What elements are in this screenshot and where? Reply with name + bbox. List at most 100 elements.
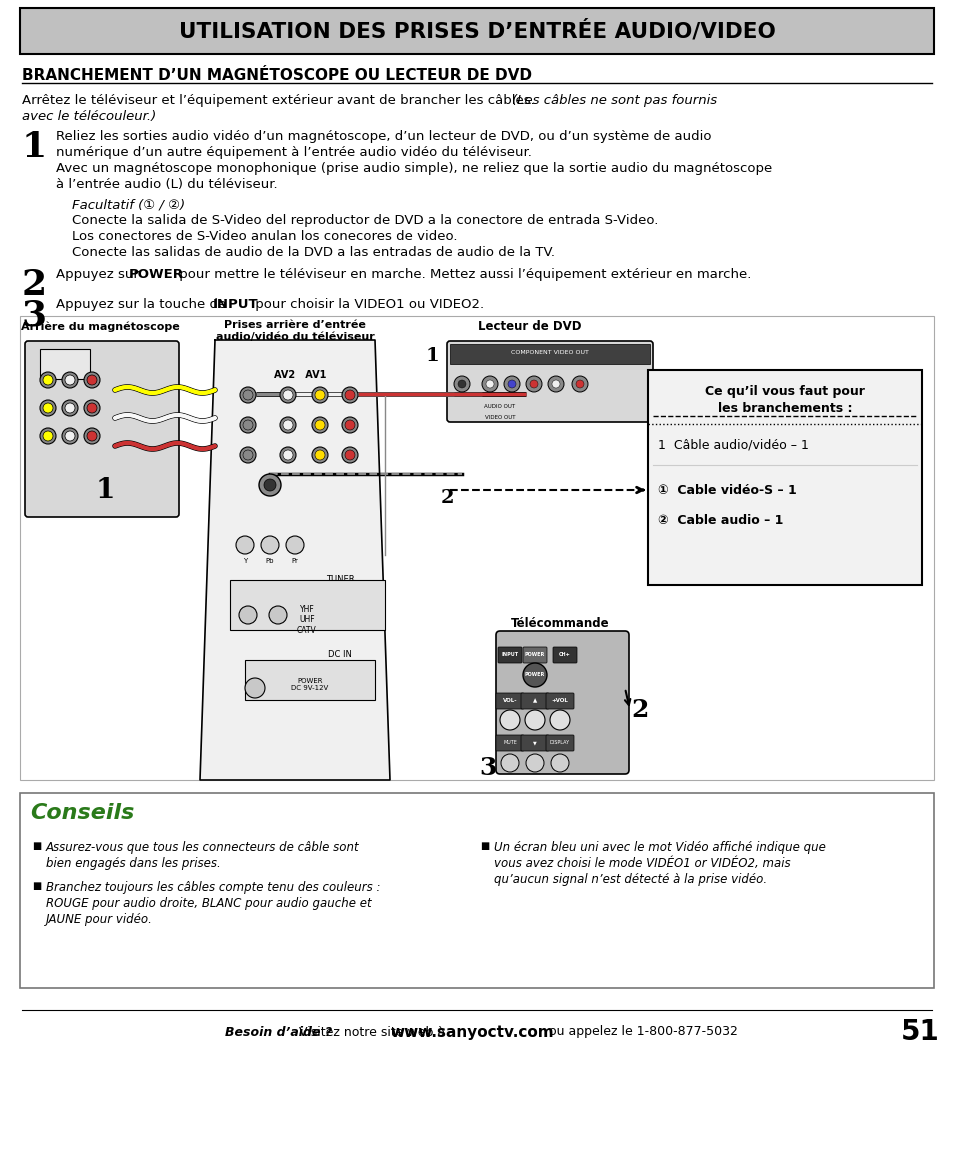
- Circle shape: [312, 447, 328, 462]
- FancyBboxPatch shape: [545, 735, 574, 751]
- Circle shape: [547, 376, 563, 392]
- Bar: [450, 344, 649, 364]
- FancyBboxPatch shape: [496, 735, 523, 751]
- Text: Facultatif (① / ②): Facultatif (① / ②): [71, 198, 185, 211]
- Circle shape: [40, 372, 56, 388]
- Circle shape: [243, 420, 253, 430]
- Text: CH+: CH+: [558, 653, 570, 657]
- Text: AUDIO OUT: AUDIO OUT: [484, 404, 515, 409]
- Circle shape: [522, 663, 546, 687]
- Text: www.sanyoctv.com: www.sanyoctv.com: [390, 1025, 553, 1040]
- Text: 2: 2: [631, 698, 648, 722]
- Text: Arrière du magnétoscope: Arrière du magnétoscope: [21, 322, 179, 333]
- Circle shape: [243, 450, 253, 460]
- Text: Conseils: Conseils: [30, 803, 134, 823]
- FancyBboxPatch shape: [25, 341, 179, 517]
- FancyBboxPatch shape: [520, 735, 548, 751]
- Circle shape: [345, 389, 355, 400]
- Circle shape: [240, 417, 255, 433]
- Text: ①  Cable vidéo-S – 1: ① Cable vidéo-S – 1: [658, 483, 796, 496]
- Circle shape: [84, 372, 100, 388]
- Circle shape: [240, 387, 255, 403]
- Circle shape: [500, 755, 518, 772]
- Circle shape: [454, 376, 470, 392]
- Circle shape: [503, 376, 519, 392]
- Text: Besoin d’aide ?: Besoin d’aide ?: [225, 1026, 332, 1038]
- Text: Y: Y: [243, 557, 247, 564]
- Text: MUTE: MUTE: [502, 741, 517, 745]
- Text: UTILISATION DES PRISES D’ENTRÉE AUDIO/VIDEO: UTILISATION DES PRISES D’ENTRÉE AUDIO/VI…: [178, 20, 775, 42]
- Circle shape: [341, 447, 357, 462]
- Circle shape: [280, 387, 295, 403]
- FancyBboxPatch shape: [497, 647, 521, 663]
- Circle shape: [43, 403, 53, 413]
- Circle shape: [312, 417, 328, 433]
- Circle shape: [43, 376, 53, 385]
- FancyBboxPatch shape: [447, 341, 652, 422]
- Text: DC IN: DC IN: [328, 650, 352, 659]
- Text: Los conectores de S-Video anulan los conecores de video.: Los conectores de S-Video anulan los con…: [71, 229, 457, 243]
- Circle shape: [264, 479, 275, 491]
- Circle shape: [240, 447, 255, 462]
- Bar: [245, 659, 375, 700]
- Text: ▼: ▼: [533, 741, 537, 745]
- Text: 1  Câble audio/vidéo – 1: 1 Câble audio/vidéo – 1: [658, 438, 808, 452]
- Circle shape: [84, 428, 100, 444]
- Bar: [20, 316, 933, 780]
- Circle shape: [243, 389, 253, 400]
- Text: Branchez toujours les câbles compte tenu des couleurs :: Branchez toujours les câbles compte tenu…: [46, 881, 380, 894]
- Circle shape: [345, 420, 355, 430]
- Circle shape: [269, 606, 287, 624]
- Text: 51: 51: [900, 1018, 939, 1047]
- Circle shape: [87, 431, 97, 442]
- Text: numérique d’un autre équipement à l’entrée audio vidéo du téléviseur.: numérique d’un autre équipement à l’entr…: [56, 146, 532, 159]
- Text: Pb: Pb: [266, 557, 274, 564]
- Text: INPUT: INPUT: [501, 653, 518, 657]
- Text: Télécommande: Télécommande: [510, 617, 609, 630]
- Circle shape: [65, 431, 75, 442]
- Circle shape: [258, 474, 281, 496]
- Circle shape: [341, 417, 357, 433]
- Circle shape: [507, 380, 516, 388]
- Text: qu’aucun signal n’est détecté à la prise vidéo.: qu’aucun signal n’est détecté à la prise…: [494, 873, 766, 885]
- Text: 2: 2: [22, 268, 47, 302]
- Text: ■: ■: [32, 841, 41, 851]
- Bar: [40, 349, 90, 379]
- Text: bien engagés dans les prises.: bien engagés dans les prises.: [46, 857, 220, 870]
- Text: ▲: ▲: [533, 699, 537, 704]
- Circle shape: [283, 389, 293, 400]
- Text: Lecteur de DVD: Lecteur de DVD: [477, 320, 581, 333]
- Text: pour choisir la VIDEO1 ou VIDEO2.: pour choisir la VIDEO1 ou VIDEO2.: [251, 298, 483, 311]
- Text: Prises arrière d’entrée
audio/vidéo du téléviseur: Prises arrière d’entrée audio/vidéo du t…: [215, 320, 374, 342]
- Circle shape: [62, 400, 78, 416]
- Bar: [230, 580, 385, 630]
- FancyBboxPatch shape: [647, 370, 921, 585]
- Circle shape: [280, 447, 295, 462]
- Text: 1: 1: [95, 476, 114, 503]
- Circle shape: [524, 710, 544, 730]
- Text: VIDEO OUT: VIDEO OUT: [484, 415, 515, 420]
- Text: à l’entrée audio (L) du téléviseur.: à l’entrée audio (L) du téléviseur.: [56, 178, 277, 191]
- Text: avec le télécouleur.): avec le télécouleur.): [22, 110, 156, 123]
- Text: Avec un magnétoscope monophonique (prise audio simple), ne reliez que la sortie : Avec un magnétoscope monophonique (prise…: [56, 162, 771, 175]
- Circle shape: [62, 372, 78, 388]
- Text: INPUT: INPUT: [213, 298, 258, 311]
- Circle shape: [552, 380, 559, 388]
- Circle shape: [314, 389, 325, 400]
- Text: Conecte las salidas de audio de la DVD a las entradas de audio de la TV.: Conecte las salidas de audio de la DVD a…: [71, 246, 555, 258]
- Circle shape: [65, 376, 75, 385]
- Text: (Les câbles ne sont pas fournis: (Les câbles ne sont pas fournis: [512, 94, 717, 107]
- Circle shape: [261, 535, 278, 554]
- Text: Conecte la salida de S-Video del reproductor de DVD a la conectore de entrada S-: Conecte la salida de S-Video del reprodu…: [71, 214, 658, 227]
- Text: DISPLAY: DISPLAY: [549, 741, 570, 745]
- Circle shape: [572, 376, 587, 392]
- Text: ou appelez le 1-800-877-5032: ou appelez le 1-800-877-5032: [544, 1026, 737, 1038]
- FancyBboxPatch shape: [545, 693, 574, 709]
- Circle shape: [40, 428, 56, 444]
- FancyBboxPatch shape: [496, 630, 628, 774]
- Text: 3: 3: [22, 298, 47, 331]
- Circle shape: [239, 606, 256, 624]
- Text: BRANCHEMENT D’UN MAGNÉTOSCOPE OU LECTEUR DE DVD: BRANCHEMENT D’UN MAGNÉTOSCOPE OU LECTEUR…: [22, 68, 532, 83]
- Circle shape: [84, 400, 100, 416]
- Circle shape: [576, 380, 583, 388]
